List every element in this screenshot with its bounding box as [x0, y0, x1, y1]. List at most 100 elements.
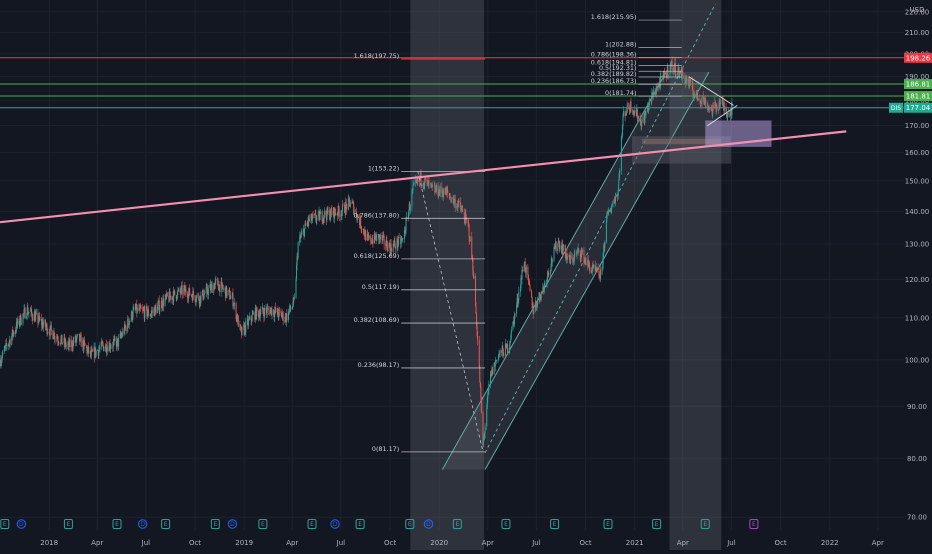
candle-body [454, 199, 456, 201]
candle-body [323, 211, 325, 219]
candle-body [243, 325, 245, 327]
candle-body [595, 268, 597, 271]
candle-body [495, 359, 497, 362]
candle-body [86, 345, 88, 348]
candle-body [588, 262, 590, 268]
candle-body [143, 309, 145, 311]
candle-body [45, 326, 47, 328]
candle-body [189, 287, 191, 295]
candle-body [374, 232, 376, 239]
event-marker-letter: E [455, 521, 459, 528]
candle-body [41, 322, 43, 326]
candle-body [442, 194, 444, 198]
candle-body [641, 121, 643, 127]
candle-body [381, 234, 383, 241]
candle-body [258, 311, 260, 317]
candle-body [704, 98, 706, 105]
candle-body [588, 262, 590, 264]
candle-body [344, 212, 346, 214]
candle-body [469, 237, 471, 242]
candle-body [454, 199, 456, 208]
candle-body [385, 239, 387, 246]
candle-body [211, 284, 213, 293]
candle-body [434, 185, 436, 193]
candle-body [709, 107, 711, 110]
candle-body [249, 316, 251, 320]
candle-body [602, 252, 604, 265]
candle-body [633, 111, 635, 113]
candle-body [368, 236, 370, 239]
candle-body [105, 344, 107, 352]
candle-body [269, 309, 271, 315]
candle-body [222, 288, 224, 290]
candle-body [678, 67, 680, 69]
candle-body [327, 210, 329, 214]
candle-body [583, 249, 585, 264]
candle-body [304, 228, 306, 237]
candle-body [173, 290, 175, 291]
candle-body [716, 105, 718, 109]
candle-body [188, 287, 190, 293]
candle-body [375, 236, 377, 242]
candle-body [161, 301, 163, 308]
candle-body [367, 234, 369, 237]
candle-body [352, 201, 354, 203]
candle-body [428, 180, 430, 184]
candle-body [396, 238, 398, 249]
candle-body [337, 205, 339, 216]
candle-body [231, 293, 233, 296]
candle-body [35, 312, 37, 314]
candle-body [685, 77, 687, 80]
candle-body [674, 62, 676, 69]
candle-body [45, 324, 47, 327]
candle-body [460, 207, 462, 211]
candle-body [342, 204, 344, 205]
candle-body [413, 182, 415, 185]
candle-body [357, 214, 359, 219]
candle-body [517, 300, 519, 303]
x-tick-label: Oct [384, 539, 396, 547]
dividend-marker [137, 519, 148, 529]
candle-body [217, 279, 219, 287]
candle-body [643, 117, 645, 123]
candle-body [20, 315, 22, 325]
candle-body [538, 292, 540, 301]
candle-body [99, 347, 101, 349]
candle-body [508, 348, 510, 353]
candle-body [389, 246, 391, 254]
candle-body [378, 235, 380, 241]
candle-body [226, 290, 228, 297]
candle-body [422, 183, 424, 187]
candle-body [415, 179, 417, 183]
candle-body [50, 325, 52, 331]
trend-lines [0, 76, 847, 224]
candle-body [60, 338, 62, 344]
candle-body [4, 345, 6, 349]
candle-body [181, 285, 183, 295]
candle-body [125, 326, 127, 332]
candle-body [304, 223, 306, 229]
candle-body [707, 106, 709, 107]
candle-body [439, 189, 441, 194]
y-tick-label: 150.00 [905, 177, 930, 185]
candle-body [112, 346, 114, 348]
earnings-marker [501, 519, 511, 529]
candle-body [546, 283, 548, 284]
candle-body [267, 308, 269, 310]
candle-body [708, 108, 710, 110]
candle-body [318, 211, 320, 212]
event-marker-letter: E [213, 521, 217, 528]
candle-body [635, 110, 637, 117]
candle-body [177, 290, 179, 292]
candle-body [240, 329, 242, 335]
candle-body [442, 193, 444, 198]
candle-body [561, 244, 563, 253]
candle-body [46, 324, 48, 334]
candle-body [97, 350, 99, 356]
candle-body [356, 214, 358, 220]
candle-body [362, 229, 364, 230]
fib-level-label: 0.5(117.19) [362, 283, 400, 291]
candle-body [246, 319, 248, 322]
x-tick-label: Oct [580, 539, 592, 547]
candle-body [349, 203, 351, 207]
